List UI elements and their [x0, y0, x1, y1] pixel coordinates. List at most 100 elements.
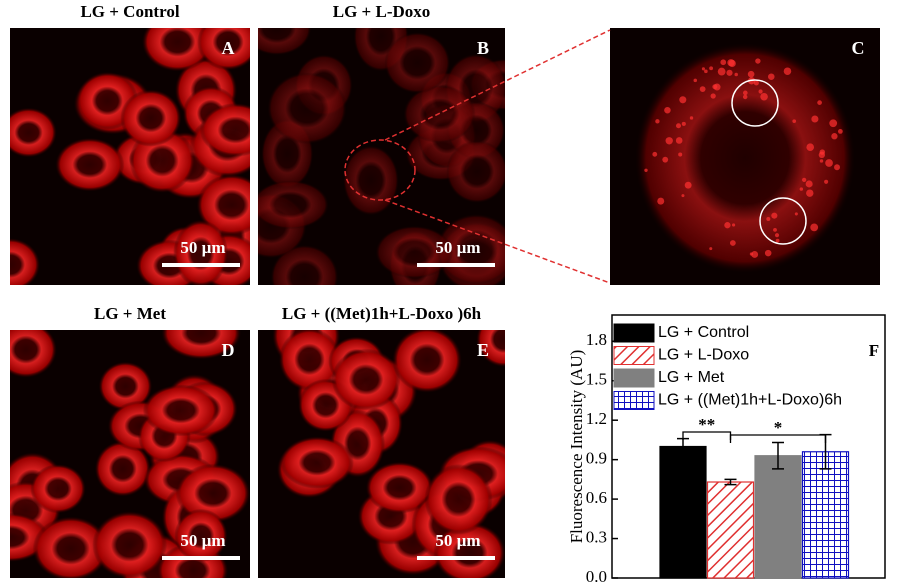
legend-label: LG + L-Doxo	[658, 347, 749, 364]
vesicle	[747, 70, 755, 78]
y-tick-label: 1.5	[586, 370, 607, 389]
cell	[280, 436, 354, 489]
vesicle	[751, 251, 759, 258]
vesicle	[657, 197, 665, 205]
sig-label: **	[698, 415, 715, 434]
panel-title: LG + ((Met)1h+L-Doxo )6h	[282, 304, 482, 323]
vesicle	[775, 238, 780, 243]
vesicle	[709, 66, 714, 71]
bar	[706, 481, 755, 579]
vesicle	[806, 143, 815, 152]
vesicle	[665, 137, 673, 145]
vesicle	[713, 83, 721, 91]
vesicle	[764, 249, 772, 257]
vesicle	[724, 222, 731, 229]
panel-letter: F	[869, 341, 879, 360]
scale-label: 50 µm	[180, 238, 225, 257]
highlight	[759, 197, 807, 245]
vesicle	[829, 119, 838, 128]
cell	[174, 508, 228, 563]
vesicle	[771, 212, 778, 219]
cell	[392, 330, 462, 393]
vesicle	[767, 73, 775, 81]
vesicle	[773, 227, 777, 232]
cell	[10, 330, 57, 378]
zoom-line	[384, 29, 611, 141]
vesicle	[717, 67, 726, 76]
vesicle	[731, 223, 736, 227]
vesicle	[693, 78, 698, 83]
cell	[175, 463, 250, 523]
cell	[10, 238, 41, 285]
vesicle	[689, 116, 694, 120]
vesicle	[734, 72, 738, 77]
y-tick-label: 0.9	[586, 449, 607, 468]
vesicle	[825, 159, 833, 167]
legend-swatch	[613, 346, 655, 365]
cell	[199, 102, 250, 157]
vesicle	[679, 96, 687, 104]
vesicle	[684, 181, 692, 189]
cell	[55, 137, 125, 192]
sig-bracket	[729, 434, 827, 443]
y-tick-label: 0.3	[586, 527, 607, 546]
vesicle	[710, 93, 716, 99]
legend-swatch	[613, 368, 655, 388]
vesicle	[681, 194, 685, 198]
vesicle	[720, 59, 727, 66]
cell	[270, 244, 339, 285]
cell	[142, 384, 220, 437]
y-tick-label: 1.2	[586, 409, 607, 428]
vesicle	[681, 121, 686, 126]
vesicle	[819, 159, 824, 163]
vesicle	[755, 58, 761, 64]
vesicle	[709, 247, 713, 251]
panel-letter: A	[222, 38, 235, 58]
panel-title: LG + L-Doxo	[333, 2, 431, 21]
vesicle	[805, 180, 813, 188]
legend-label: LG + Control	[658, 324, 749, 341]
cell	[92, 511, 168, 578]
cell	[365, 461, 434, 514]
vesicle	[760, 92, 768, 101]
cell	[120, 89, 182, 147]
bar	[754, 455, 802, 579]
scale-label: 50 µm	[435, 238, 480, 257]
vesicle	[675, 137, 683, 144]
cell	[436, 213, 505, 285]
cell	[258, 180, 329, 230]
bar	[659, 445, 707, 579]
cell	[446, 140, 505, 204]
sig-label: *	[774, 418, 783, 437]
vesicle	[792, 119, 797, 124]
vesicle	[837, 129, 843, 134]
cells	[10, 330, 250, 578]
legend-swatch	[613, 323, 655, 343]
vesicle	[726, 69, 733, 76]
y-tick-label: 0.6	[586, 488, 607, 507]
vesicle	[701, 67, 705, 71]
scale-bar	[162, 263, 240, 267]
y-axis-title: Fluorescence Intensity (AU)	[567, 350, 586, 544]
vesicle	[817, 100, 822, 105]
vesicle	[774, 233, 780, 238]
y-tick-label: 0.0	[586, 567, 607, 586]
vesicle	[801, 177, 807, 183]
vesicle	[664, 106, 671, 114]
error-bar	[772, 441, 784, 470]
panel-letter: D	[222, 340, 235, 360]
scale-bar	[417, 556, 495, 560]
cell	[10, 107, 57, 158]
panel-letter: C	[852, 38, 865, 58]
panel-title: LG + Control	[80, 2, 179, 21]
cell	[342, 145, 399, 216]
scale-bar	[162, 556, 240, 560]
cell	[141, 28, 214, 72]
cell	[258, 28, 312, 56]
scale-label: 50 µm	[435, 531, 480, 550]
vesicle	[819, 149, 826, 155]
scale-label: 50 µm	[180, 531, 225, 550]
legend-label: LG + ((Met)1h+L-Doxo)6h	[658, 392, 842, 409]
scale-bar	[417, 263, 495, 267]
